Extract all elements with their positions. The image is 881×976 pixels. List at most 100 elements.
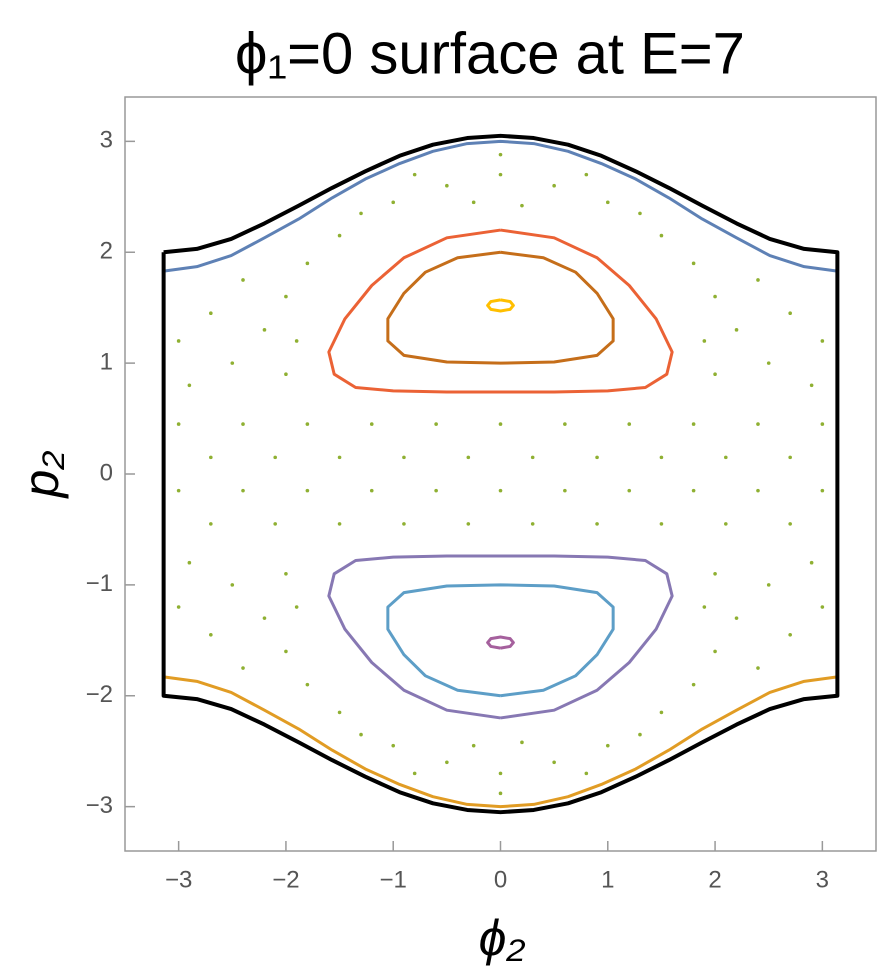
scatter-point bbox=[756, 488, 760, 493]
scatter-point bbox=[262, 328, 267, 332]
scatter-point bbox=[638, 211, 642, 216]
scatter-point bbox=[734, 328, 739, 332]
scatter-point bbox=[595, 522, 599, 526]
scatter-point bbox=[176, 422, 181, 426]
scatter-point bbox=[734, 616, 739, 620]
y-axis-label: p₂ bbox=[13, 451, 69, 500]
scatter-point bbox=[391, 200, 396, 205]
scatter-point bbox=[434, 488, 438, 493]
scatter-point bbox=[466, 522, 471, 526]
y-tick-label: −1 bbox=[86, 570, 113, 597]
y-tick-label: −2 bbox=[86, 681, 113, 708]
scatter-point bbox=[402, 455, 406, 460]
scatter-point bbox=[498, 771, 503, 776]
orbit-line bbox=[386, 250, 615, 365]
scatter-point bbox=[284, 294, 288, 299]
scatter-point bbox=[659, 710, 664, 715]
scatter-point bbox=[498, 172, 503, 177]
scatter-point bbox=[713, 571, 717, 576]
scatter-point bbox=[230, 583, 235, 587]
scatter-point bbox=[756, 666, 760, 670]
y-tick-label: 2 bbox=[100, 238, 113, 265]
scatter-point bbox=[445, 760, 449, 765]
scatter-point bbox=[369, 488, 374, 493]
x-tick-label: 1 bbox=[601, 866, 614, 893]
scatter-point bbox=[520, 203, 524, 208]
scatter-point bbox=[756, 278, 760, 282]
scatter-point bbox=[659, 455, 664, 460]
x-tick-label: −3 bbox=[165, 866, 192, 893]
scatter-point bbox=[273, 455, 278, 460]
scatter-point bbox=[176, 339, 181, 343]
x-tick-label: 3 bbox=[816, 866, 829, 893]
scatter-point bbox=[713, 294, 717, 299]
scatter-point bbox=[713, 649, 717, 654]
scatter-point bbox=[187, 383, 192, 388]
orbit-line bbox=[163, 139, 838, 273]
y-tick-label: 0 bbox=[100, 459, 113, 486]
scatter-point bbox=[402, 522, 406, 526]
scatter-point bbox=[788, 311, 792, 316]
x-tick-label: 0 bbox=[494, 866, 507, 893]
orbit-line bbox=[486, 298, 515, 313]
scatter-point bbox=[530, 455, 535, 460]
scatter-point bbox=[305, 261, 310, 266]
scatter-point bbox=[809, 560, 814, 565]
scatter-point bbox=[702, 605, 707, 609]
scatter-point bbox=[820, 488, 825, 493]
scatter-point bbox=[369, 422, 374, 426]
scatter-point bbox=[445, 183, 449, 188]
x-tick-label: −2 bbox=[272, 866, 299, 893]
scatter-point bbox=[809, 383, 814, 388]
scatter-point bbox=[305, 682, 310, 687]
scatter-point bbox=[702, 339, 707, 343]
scatter-point bbox=[563, 488, 567, 493]
scatter-point bbox=[209, 311, 213, 316]
scatter-point bbox=[262, 616, 267, 620]
scatter-point bbox=[691, 682, 696, 687]
scatter-point bbox=[294, 605, 299, 609]
scatter-point bbox=[691, 488, 696, 493]
scatter-point bbox=[230, 361, 235, 365]
scatter-point bbox=[284, 649, 288, 654]
scatter-point bbox=[434, 422, 438, 426]
x-tick-label: −1 bbox=[380, 866, 407, 893]
scatter-point bbox=[471, 200, 476, 205]
scatter-point bbox=[209, 455, 213, 460]
scatter-point bbox=[176, 605, 181, 609]
scatter-point bbox=[294, 339, 299, 343]
scatter-point bbox=[337, 522, 342, 526]
y-tick-label: −3 bbox=[86, 792, 113, 819]
scatter-point bbox=[187, 560, 192, 565]
orbit-line bbox=[161, 133, 840, 815]
scatter-point bbox=[691, 261, 696, 266]
scatter-point bbox=[359, 732, 363, 737]
scatter-point bbox=[659, 522, 664, 526]
scatter-point bbox=[584, 172, 589, 177]
scatter-point bbox=[691, 422, 696, 426]
scatter-point bbox=[820, 422, 825, 426]
scatter-point bbox=[605, 200, 610, 205]
scatter-point bbox=[305, 422, 310, 426]
scatter-point bbox=[498, 791, 503, 796]
scatter-point bbox=[412, 771, 417, 776]
scatter-point bbox=[209, 522, 213, 526]
scatter-point bbox=[391, 743, 396, 748]
orbit-line bbox=[486, 635, 515, 650]
y-tick-label: 3 bbox=[100, 127, 113, 154]
scatter-point bbox=[724, 522, 728, 526]
scatter-point bbox=[659, 233, 664, 238]
orbit-line bbox=[327, 228, 674, 394]
scatter-point bbox=[820, 339, 825, 343]
scatter-point bbox=[713, 372, 717, 377]
y-tick-label: 1 bbox=[100, 348, 113, 375]
scatter-point bbox=[337, 455, 342, 460]
scatter-point bbox=[466, 455, 471, 460]
x-axis-label: ϕ₂ bbox=[479, 910, 526, 966]
scatter-point bbox=[241, 488, 245, 493]
scatter-point bbox=[788, 522, 792, 526]
scatter-point bbox=[471, 743, 476, 748]
scatter-point bbox=[176, 488, 181, 493]
scatter-point bbox=[595, 455, 599, 460]
